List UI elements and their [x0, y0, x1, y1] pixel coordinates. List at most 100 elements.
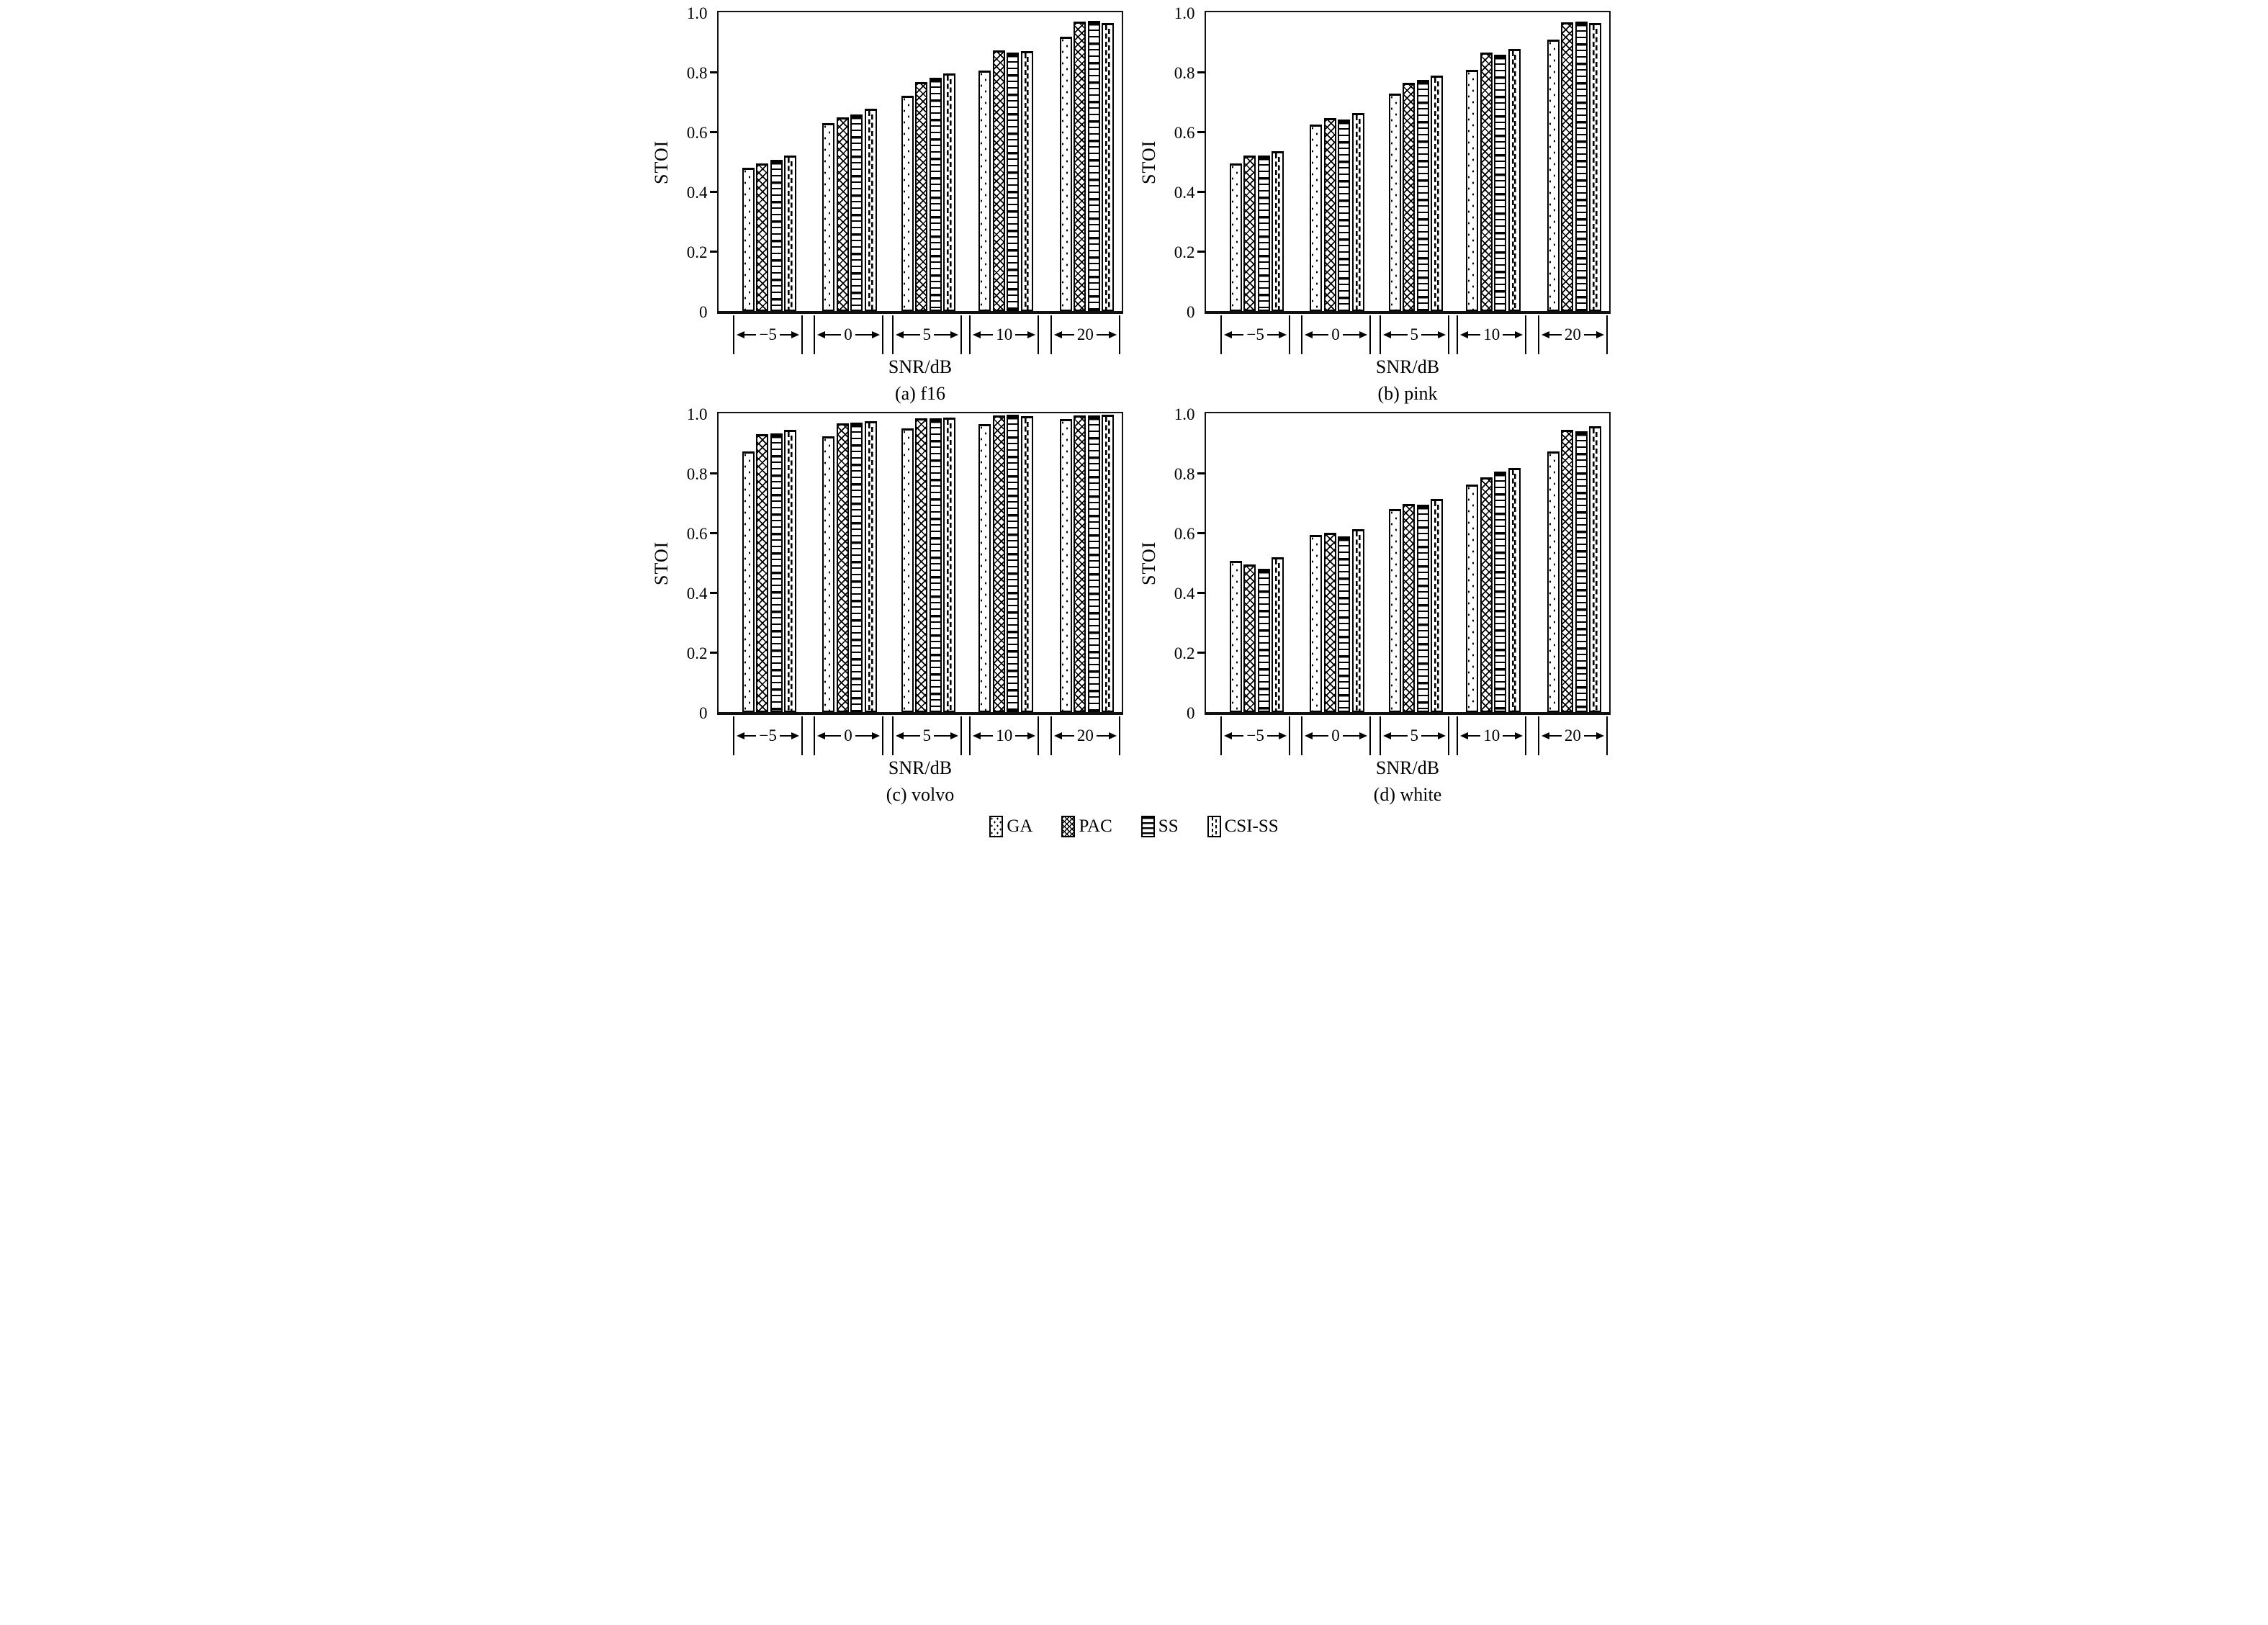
arrow-right-icon [791, 331, 800, 338]
bar-ga-−5 [1229, 560, 1242, 712]
x-group-cell: 5 [891, 716, 962, 755]
y-tick-mark [709, 472, 717, 474]
arrow-right-icon [871, 732, 880, 739]
y-tick-mark [1197, 131, 1205, 133]
bar-csi-ss-0 [1351, 528, 1364, 712]
legend-label: GA [1007, 816, 1033, 836]
bar-pac-5 [915, 418, 927, 712]
bar-csi-ss-10 [1020, 415, 1033, 712]
y-axis-ticks: 1.0 0.8 0.6 0.4 0.2 0 [1161, 4, 1205, 321]
x-group-label: 10 [1483, 325, 1500, 343]
arrow-right-icon [1108, 732, 1117, 739]
bar-ga-10 [1466, 70, 1479, 311]
x-group-cell: 5 [891, 315, 962, 354]
bar-ga-5 [1388, 93, 1401, 311]
legend-label: SS [1158, 816, 1179, 836]
bar-ss-5 [1416, 505, 1429, 712]
bar-csi-ss-5 [943, 73, 955, 311]
y-tick-mark [1197, 472, 1205, 474]
y-tick-label: 0.8 [1174, 63, 1195, 82]
arrow-right-icon [871, 331, 880, 338]
x-group-row: −5 0 5 10 20 [1205, 715, 1611, 757]
arrow-left-icon [973, 732, 981, 739]
x-group-cell: 0 [813, 315, 883, 354]
x-group-label: 5 [1410, 325, 1419, 343]
arrow-tail [1549, 734, 1562, 737]
x-group-cell: 20 [1050, 315, 1120, 354]
bar-ss-0 [1338, 120, 1351, 311]
x-group-row: −5 0 5 10 20 [1205, 314, 1611, 356]
arrow-right-icon [1437, 331, 1446, 338]
bar-ss-10 [1494, 471, 1507, 712]
bar-csi-ss-10 [1508, 48, 1521, 311]
x-group-label: −5 [759, 325, 777, 343]
arrow-tail [934, 734, 950, 737]
legend-swatch-csi-ss [1207, 816, 1221, 837]
arrow-left-icon [1053, 732, 1062, 739]
bar-pac-10 [1480, 477, 1493, 712]
arrow-right-icon [791, 732, 800, 739]
x-group-cell: 10 [1457, 315, 1527, 354]
arrow-tail [1583, 333, 1596, 336]
arrow-tail [903, 734, 920, 737]
bar-pac-5 [1403, 83, 1415, 311]
bar-ga-0 [822, 436, 835, 712]
arrow-tail [1503, 734, 1516, 737]
arrow-tail [1583, 734, 1596, 737]
y-tick-label: 1.0 [1174, 405, 1195, 423]
bar-ss-0 [850, 423, 863, 712]
x-group-label: 20 [1564, 325, 1581, 343]
y-tick-mark [709, 71, 717, 73]
x-group-row: −5 0 5 10 20 [717, 314, 1124, 356]
arrow-left-icon [1224, 331, 1233, 338]
arrow-right-icon [1279, 732, 1287, 739]
y-tick-label: 0.2 [1174, 243, 1195, 261]
arrow-left-icon [1541, 732, 1549, 739]
bar-ss-5 [1416, 79, 1429, 311]
arrow-tail [1096, 333, 1109, 336]
x-group-cell: 5 [1379, 716, 1449, 755]
bar-pac-−5 [756, 433, 769, 712]
panel-row-bottom: STOI 1.0 0.8 0.6 0.4 0.2 0 −5 0 5 10 20 SNR/dB (c… [567, 405, 1701, 806]
plot-frame [1204, 412, 1611, 715]
bar-ga-5 [901, 428, 914, 712]
bar-ss-20 [1087, 21, 1100, 311]
bar-pac-−5 [1243, 155, 1256, 311]
arrow-tail [1342, 333, 1359, 336]
arrow-tail [1390, 333, 1408, 336]
arrow-tail [1421, 333, 1438, 336]
arrow-left-icon [1382, 331, 1391, 338]
x-group-label: 20 [1076, 325, 1094, 343]
x-group-cell: −5 [1220, 315, 1291, 354]
y-axis-title: STOI [650, 541, 672, 585]
arrow-tail [1468, 333, 1481, 336]
x-axis-block: −5 0 5 10 20 SNR/dB (c) volvo [717, 715, 1124, 806]
bar-pac-10 [992, 50, 1005, 311]
plot-area: STOI 1.0 0.8 0.6 0.4 0.2 0 [1137, 4, 1611, 321]
bar-pac-0 [836, 423, 849, 712]
arrow-tail [744, 734, 757, 737]
legend-label: PAC [1079, 816, 1112, 836]
bar-pac-20 [1561, 429, 1574, 712]
x-group-label: 0 [844, 325, 852, 343]
bar-ga-20 [1547, 451, 1560, 712]
arrow-right-icon [1437, 732, 1446, 739]
y-tick-mark [1197, 652, 1205, 654]
arrow-left-icon [1304, 732, 1313, 739]
bar-csi-ss-−5 [1272, 150, 1284, 311]
bar-ss-−5 [1257, 569, 1270, 712]
bar-ss-0 [1338, 536, 1351, 712]
plot-area: STOI 1.0 0.8 0.6 0.4 0.2 0 [649, 405, 1124, 722]
y-tick-mark [709, 131, 717, 133]
y-tick-label: 0.8 [686, 464, 708, 483]
bar-csi-ss-0 [1351, 112, 1364, 311]
bar-ga-20 [1059, 37, 1072, 311]
legend-item-pac: PAC [1061, 816, 1112, 837]
panel-caption: (b) pink [1377, 383, 1438, 404]
arrow-left-icon [1460, 331, 1469, 338]
plot-frame [1204, 11, 1611, 314]
y-tick-label: 0.6 [686, 524, 708, 543]
y-tick-label: 1.0 [686, 4, 708, 22]
bar-ga-0 [1310, 124, 1323, 311]
x-group-cell: −5 [733, 315, 804, 354]
